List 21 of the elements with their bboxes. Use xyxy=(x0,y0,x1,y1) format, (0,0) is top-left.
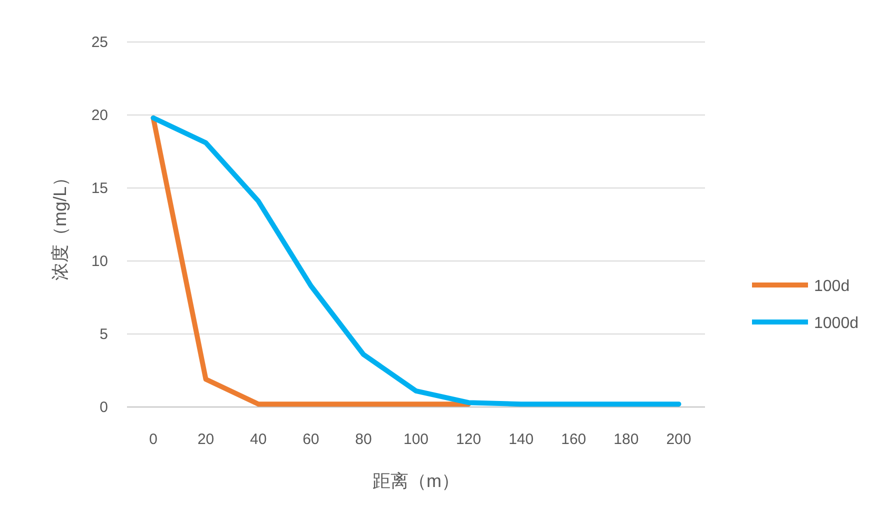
legend-label: 100d xyxy=(814,278,850,295)
y-tick-label: 0 xyxy=(100,399,108,416)
x-tick-label: 120 xyxy=(456,431,482,448)
x-tick-label: 80 xyxy=(355,431,372,448)
y-tick-label: 5 xyxy=(100,326,108,343)
y-tick-label: 10 xyxy=(91,253,108,270)
y-axis-title: 浓度（mg/L） xyxy=(50,168,70,281)
x-axis-title: 距离（m） xyxy=(372,471,460,491)
x-tick-label: 180 xyxy=(614,431,639,448)
y-tick-label: 15 xyxy=(91,180,108,197)
x-tick-label: 160 xyxy=(561,431,586,448)
x-tick-label: 100 xyxy=(403,431,429,448)
x-tick-label: 60 xyxy=(302,431,320,448)
legend-label: 1000d xyxy=(814,315,858,332)
y-tick-label: 25 xyxy=(91,34,108,51)
x-tick-label: 40 xyxy=(250,431,267,448)
y-tick-label: 20 xyxy=(91,107,108,124)
x-tick-label: 140 xyxy=(508,431,534,448)
x-tick-label: 0 xyxy=(149,431,158,448)
x-tick-label: 200 xyxy=(666,431,692,448)
x-tick-label: 20 xyxy=(197,431,214,448)
